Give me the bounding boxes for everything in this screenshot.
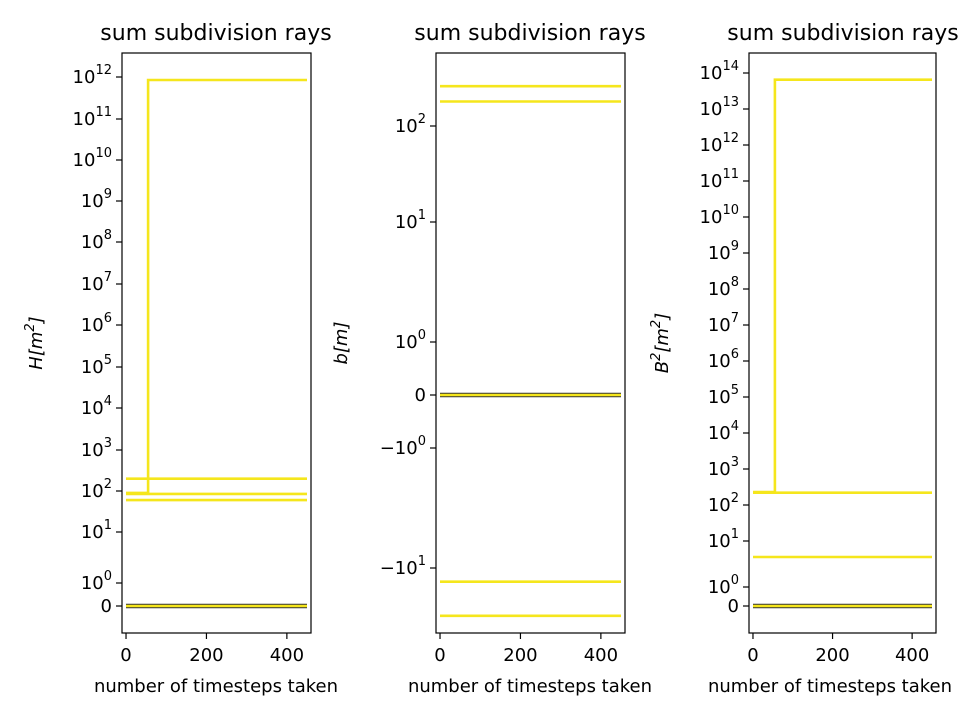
y-axis-label: H[m2] <box>23 316 47 369</box>
chart-panel-3: sum subdivision rays 0 200 400 number of tim… <box>649 21 959 697</box>
axes-frame <box>435 52 626 634</box>
chart-title: sum subdivision rays <box>414 21 645 46</box>
y-tick-label: 107 <box>708 311 739 336</box>
y-tick-label: 100 <box>81 569 112 594</box>
y-tick-label: 0 <box>728 596 739 617</box>
y-tick-label: 103 <box>708 455 739 480</box>
y-tick-label: 101 <box>708 527 739 552</box>
y-tick-label: 109 <box>708 239 739 264</box>
y-tick-label: 104 <box>81 394 112 419</box>
y-tick-label: 108 <box>708 275 739 300</box>
y-tick-label: 104 <box>708 419 739 444</box>
y-tick-label: 102 <box>708 491 739 516</box>
y-tick-label: 102 <box>81 477 112 502</box>
x-tick-label: 0 <box>120 645 131 666</box>
x-tick-label: 0 <box>434 645 445 666</box>
chart-panel-2: sum subdivision rays 0 200 400 number of tim… <box>331 21 652 697</box>
y-tick-label: 0 <box>415 385 426 406</box>
x-tick-label: 400 <box>584 645 618 666</box>
x-tick-label: 400 <box>270 645 304 666</box>
y-tick-label: 103 <box>81 436 112 461</box>
y-tick-label: 1013 <box>700 95 739 120</box>
y-tick-label: 1012 <box>73 63 112 88</box>
y-tick-label: 105 <box>708 383 739 408</box>
x-tick-label: 200 <box>189 645 223 666</box>
y-tick-label: 101 <box>395 208 426 233</box>
y-tick-label: 1010 <box>73 146 112 171</box>
y-tick-label: 1012 <box>700 131 739 156</box>
y-tick-label: 0 <box>101 596 112 617</box>
y-axis-label: b[m] <box>331 321 352 364</box>
x-axis-label: number of timesteps taken <box>408 676 652 697</box>
y-tick-label: 108 <box>81 228 112 253</box>
x-axis-label: number of timesteps taken <box>708 676 952 697</box>
x-tick-label: 0 <box>747 645 758 666</box>
y-tick-label: 109 <box>81 187 112 212</box>
y-tick-label: 1011 <box>73 105 112 130</box>
chart-title: sum subdivision rays <box>727 21 958 46</box>
y-tick-label: −101 <box>380 554 426 579</box>
y-tick-label: −100 <box>380 434 426 459</box>
x-tick-label: 200 <box>503 645 537 666</box>
y-tick-label: 1010 <box>700 203 739 228</box>
series-line-1 <box>753 78 932 494</box>
y-tick-label: 100 <box>395 328 426 353</box>
y-tick-label: 1014 <box>700 59 739 84</box>
y-tick-label: 100 <box>708 573 739 598</box>
chart-panel-1: sum subdivision rays 0 200 400 number of tim… <box>23 21 338 697</box>
x-tick-label: 400 <box>895 645 929 666</box>
y-tick-label: 106 <box>708 347 739 372</box>
axes-frame <box>748 52 937 634</box>
x-tick-label: 200 <box>815 645 849 666</box>
y-tick-label: 106 <box>81 311 112 336</box>
y-tick-label: 105 <box>81 353 112 378</box>
chart-title: sum subdivision rays <box>100 21 331 46</box>
x-axis-label: number of timesteps taken <box>94 676 338 697</box>
axes-frame <box>121 52 312 634</box>
y-tick-label: 1011 <box>700 167 739 192</box>
y-axis-label: B2[m2] <box>649 313 673 374</box>
y-tick-label: 101 <box>81 518 112 543</box>
y-tick-label: 107 <box>81 270 112 295</box>
series-line-1 <box>126 78 307 495</box>
y-tick-label: 102 <box>395 112 426 137</box>
